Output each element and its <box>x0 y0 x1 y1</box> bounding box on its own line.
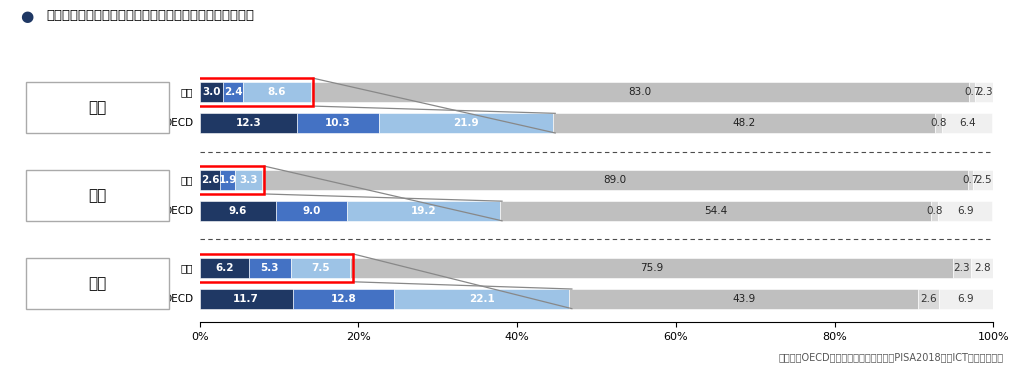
Bar <box>275 201 347 221</box>
Bar <box>200 170 220 190</box>
Text: 89.0: 89.0 <box>603 175 627 185</box>
Bar <box>297 113 379 133</box>
Bar <box>200 258 249 278</box>
Bar <box>942 113 992 133</box>
Text: 6.2: 6.2 <box>215 263 233 273</box>
Bar <box>243 82 311 102</box>
Bar <box>291 258 350 278</box>
Text: 11.7: 11.7 <box>233 294 259 304</box>
Text: 6.4: 6.4 <box>958 118 976 128</box>
Text: 7.5: 7.5 <box>311 263 330 273</box>
Text: 5.3: 5.3 <box>261 263 280 273</box>
Text: 2.5: 2.5 <box>975 175 991 185</box>
Text: 3.3: 3.3 <box>240 175 258 185</box>
Text: 2.3: 2.3 <box>953 263 971 273</box>
Text: 0.8: 0.8 <box>930 118 947 128</box>
Bar <box>553 113 935 133</box>
Text: 日本: 日本 <box>181 175 194 185</box>
Bar <box>935 113 942 133</box>
Bar <box>200 201 275 221</box>
Bar <box>261 170 968 190</box>
Bar <box>249 258 291 278</box>
Text: 0.7: 0.7 <box>964 87 981 97</box>
Text: 2.6: 2.6 <box>201 175 219 185</box>
Text: 6.9: 6.9 <box>956 206 974 216</box>
Bar <box>938 201 992 221</box>
Bar <box>939 289 993 309</box>
Text: 6.9: 6.9 <box>957 294 974 304</box>
Bar <box>394 289 569 309</box>
Text: １週間のうち、教室の授業でデジタル機器を利用する時間: １週間のうち、教室の授業でデジタル機器を利用する時間 <box>46 9 254 22</box>
Bar <box>220 170 236 190</box>
Text: 2.4: 2.4 <box>223 87 243 97</box>
Text: 43.9: 43.9 <box>732 294 756 304</box>
Text: 10.3: 10.3 <box>326 118 351 128</box>
Text: 国語: 国語 <box>88 100 106 115</box>
Bar <box>971 258 993 278</box>
Text: 12.3: 12.3 <box>236 118 261 128</box>
Text: 19.2: 19.2 <box>411 206 436 216</box>
Bar <box>974 170 993 190</box>
Bar <box>293 289 394 309</box>
Bar <box>236 170 261 190</box>
Text: 3.0: 3.0 <box>203 87 221 97</box>
Bar <box>569 289 918 309</box>
Text: OECD: OECD <box>163 294 194 304</box>
Text: OECD: OECD <box>163 206 194 216</box>
Bar <box>952 258 971 278</box>
Bar <box>379 113 553 133</box>
Text: 理科: 理科 <box>88 276 106 291</box>
Bar <box>200 113 297 133</box>
Text: 日本: 日本 <box>181 263 194 273</box>
Bar <box>970 82 975 102</box>
Bar <box>932 201 938 221</box>
Bar <box>311 82 970 102</box>
Text: 1.9: 1.9 <box>219 175 237 185</box>
Text: OECD: OECD <box>163 118 194 128</box>
Text: 0.7: 0.7 <box>963 175 979 185</box>
Bar <box>200 289 293 309</box>
Text: 2.3: 2.3 <box>976 87 992 97</box>
Text: 2.6: 2.6 <box>920 294 937 304</box>
Text: 9.6: 9.6 <box>228 206 247 216</box>
Bar <box>350 258 952 278</box>
Text: 9.0: 9.0 <box>302 206 321 216</box>
Bar <box>975 82 993 102</box>
Text: 8.6: 8.6 <box>267 87 286 97</box>
Text: 12.8: 12.8 <box>331 294 356 304</box>
Text: 75.9: 75.9 <box>640 263 664 273</box>
Text: 0.8: 0.8 <box>927 206 943 216</box>
Text: 21.9: 21.9 <box>454 118 479 128</box>
Bar <box>347 201 500 221</box>
Bar <box>500 201 932 221</box>
Bar <box>223 82 243 102</box>
Text: 数学: 数学 <box>88 188 106 203</box>
Bar <box>918 289 939 309</box>
Text: ●: ● <box>20 9 34 24</box>
Text: 2.8: 2.8 <box>974 263 990 273</box>
Text: （出典：OECD生徒の学習到達度調査（PISA2018）「ICT活用調査」）: （出典：OECD生徒の学習到達度調査（PISA2018）「ICT活用調査」） <box>778 352 1004 362</box>
Text: 48.2: 48.2 <box>732 118 756 128</box>
Text: 83.0: 83.0 <box>629 87 651 97</box>
Text: 22.1: 22.1 <box>469 294 495 304</box>
Bar <box>968 170 974 190</box>
Text: 日本: 日本 <box>181 87 194 97</box>
Bar <box>200 82 223 102</box>
Text: 54.4: 54.4 <box>703 206 727 216</box>
